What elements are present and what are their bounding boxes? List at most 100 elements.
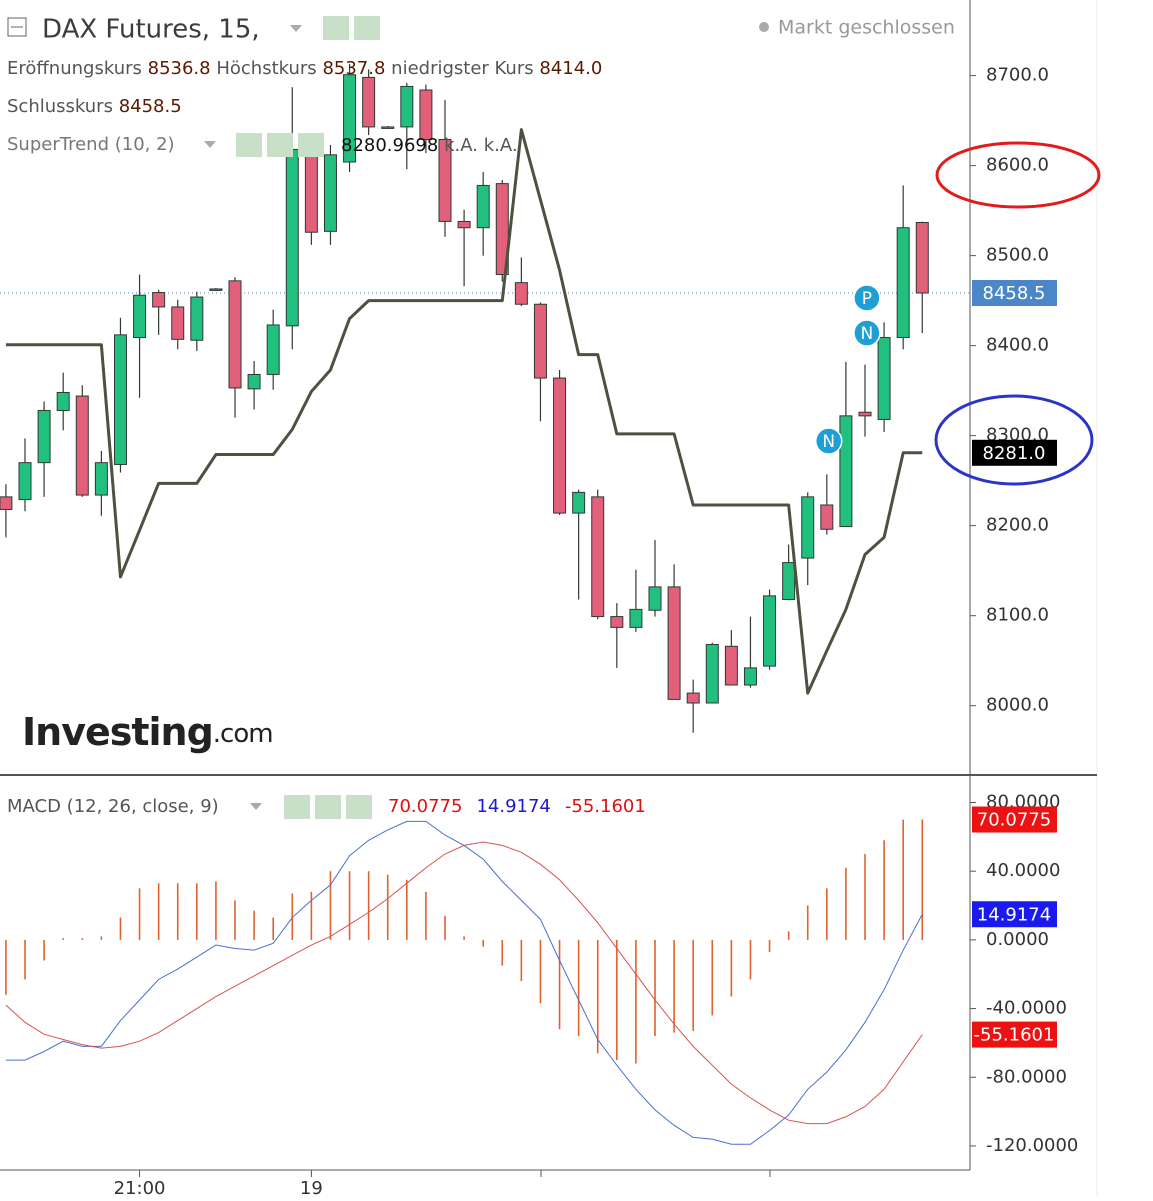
icon[interactable] <box>346 795 372 819</box>
plot-area: 8000.08100.08200.08300.08400.08500.08600… <box>0 63 1078 1199</box>
indicator-values: 8280.9698 k.A. k.A. <box>341 135 518 156</box>
label: Eröffnungskurs <box>7 58 142 79</box>
candle-body <box>18 462 32 501</box>
watermark-suffix: .com <box>213 719 273 749</box>
price-tag <box>972 901 1057 928</box>
y-tick-label: 0.0000 <box>986 929 1049 950</box>
candle-body <box>591 496 605 618</box>
y-tick-label: 8400.0 <box>986 335 1049 356</box>
candle-body <box>801 496 815 559</box>
value: k.A. <box>484 135 518 156</box>
dropdown[interactable] <box>290 25 302 32</box>
candle-body <box>457 220 471 229</box>
signal-marker-label: P <box>862 289 872 309</box>
candle-body <box>0 496 13 510</box>
candle-body <box>705 643 719 704</box>
price-tag <box>972 1021 1057 1048</box>
macd-line <box>5 841 923 1125</box>
highlight-ellipse <box>934 394 1094 486</box>
price-tag-label: 8281.0 <box>983 443 1046 464</box>
status-dot <box>759 22 769 32</box>
candle-body <box>724 645 738 686</box>
candle-body <box>419 89 433 141</box>
supertrend-line <box>5 128 923 695</box>
candle-body <box>610 616 624 628</box>
candle-body <box>304 150 318 233</box>
candle-body <box>75 395 89 496</box>
icon[interactable] <box>323 16 349 40</box>
candle-body <box>171 306 185 340</box>
price-tag-label: 14.9174 <box>977 904 1051 925</box>
icon[interactable] <box>354 16 380 40</box>
price-tag-label: -55.1601 <box>974 1025 1055 1046</box>
dropdown[interactable] <box>204 141 216 148</box>
legend-value: 70.0775 <box>388 796 462 817</box>
ohlc-legend: Schlusskurs 8458.5 <box>7 96 182 117</box>
candle-body <box>37 409 51 464</box>
price-tag <box>972 279 1057 306</box>
candle-body <box>553 377 567 514</box>
value: 8414.0 <box>539 58 602 79</box>
candle-body <box>381 126 395 129</box>
candle-body <box>858 411 872 417</box>
legend-value: 14.9174 <box>476 796 550 817</box>
candle-body <box>362 76 376 128</box>
price-tag <box>972 439 1057 466</box>
y-tick-label: -120.0000 <box>986 1135 1078 1156</box>
ohlc-legend: Eröffnungskurs 8536.8 Höchstkurs 8537.8 … <box>7 58 602 79</box>
watermark: Investing.com <box>22 710 273 754</box>
highlight-ellipse <box>935 141 1101 209</box>
icon[interactable] <box>267 133 293 157</box>
value: 8536.8 <box>148 58 211 79</box>
candle-body <box>400 85 414 128</box>
collapse-icon[interactable] <box>7 17 27 37</box>
indicator-name: MACD (12, 26, close, 9) <box>7 796 219 817</box>
candle-body <box>190 296 204 341</box>
macd-legend: 70.0775 14.9174 -55.1601 <box>388 796 646 817</box>
candle-body <box>266 324 280 375</box>
signal-marker-label: N <box>822 432 835 452</box>
price-tag <box>972 806 1057 833</box>
value: 8537.8 <box>322 58 385 79</box>
signal-marker <box>814 427 843 455</box>
watermark-brand: Investing <box>22 710 213 754</box>
candle-body <box>476 184 490 229</box>
y-tick-label: -80.0000 <box>986 1066 1067 1087</box>
y-tick-label: 8100.0 <box>986 605 1049 626</box>
dropdown[interactable] <box>250 803 262 810</box>
candle-body <box>820 504 834 530</box>
icon[interactable] <box>236 133 262 157</box>
candle-body <box>782 562 796 600</box>
y-tick-label: 8500.0 <box>986 245 1049 266</box>
price-tag-label: 8458.5 <box>983 283 1046 304</box>
candle-body <box>56 391 70 411</box>
signal-marker <box>853 319 881 347</box>
value: k.A. <box>444 135 478 156</box>
candle-body <box>209 288 223 291</box>
candle-body <box>438 139 452 222</box>
label: Schlusskurs <box>7 96 113 117</box>
candle-body <box>247 373 261 390</box>
y-tick-label: 8200.0 <box>986 515 1049 536</box>
candle-body <box>495 183 509 276</box>
x-tick-label: 19 <box>300 1178 323 1197</box>
candle-body <box>629 608 643 628</box>
candle-body <box>323 154 337 232</box>
candle-body <box>94 462 108 496</box>
indicator-name: SuperTrend (10, 2) <box>7 134 175 155</box>
candle-body <box>686 692 700 704</box>
y-tick-label: 8600.0 <box>986 155 1049 176</box>
candle-body <box>152 292 166 308</box>
background <box>0 0 1097 1197</box>
icon[interactable] <box>284 795 310 819</box>
legend-value: -55.1601 <box>565 796 646 817</box>
candle-body <box>133 294 147 339</box>
status: Markt geschlossen <box>778 17 955 39</box>
candle-body <box>839 415 853 528</box>
icon[interactable] <box>298 133 324 157</box>
icon[interactable] <box>315 795 341 819</box>
candle-body <box>285 148 299 327</box>
candle-body <box>896 227 910 339</box>
